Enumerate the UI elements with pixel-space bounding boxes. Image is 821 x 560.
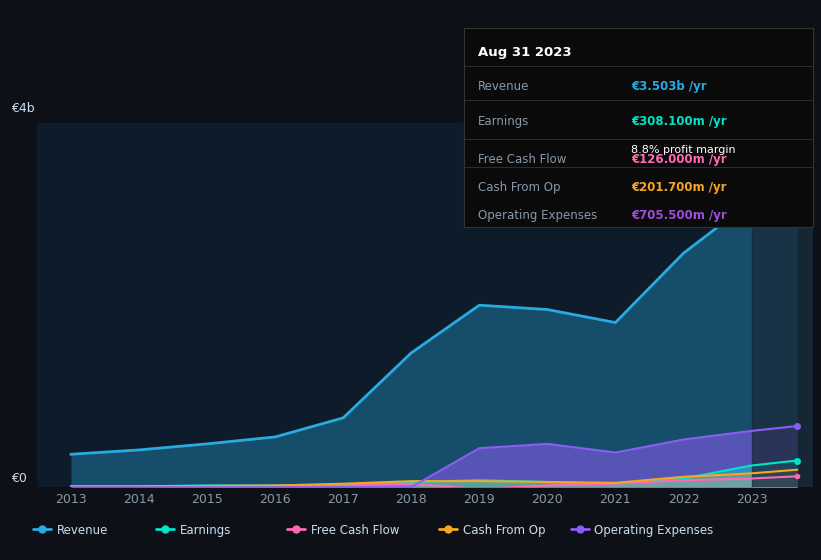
- Text: €201.700m /yr: €201.700m /yr: [631, 181, 727, 194]
- Text: Cash From Op: Cash From Op: [478, 181, 560, 194]
- Text: €4b: €4b: [11, 102, 34, 115]
- Text: Free Cash Flow: Free Cash Flow: [478, 153, 566, 166]
- Text: €3.503b /yr: €3.503b /yr: [631, 80, 707, 93]
- Text: Operating Expenses: Operating Expenses: [594, 524, 713, 538]
- Text: 8.8% profit margin: 8.8% profit margin: [631, 145, 736, 155]
- Text: Earnings: Earnings: [180, 524, 232, 538]
- Text: Aug 31 2023: Aug 31 2023: [478, 46, 571, 59]
- Text: €0: €0: [11, 472, 26, 486]
- Bar: [751, 123, 816, 487]
- Text: €126.000m /yr: €126.000m /yr: [631, 153, 727, 166]
- Text: €705.500m /yr: €705.500m /yr: [631, 209, 727, 222]
- Text: Free Cash Flow: Free Cash Flow: [311, 524, 400, 538]
- Text: Operating Expenses: Operating Expenses: [478, 209, 597, 222]
- Text: Cash From Op: Cash From Op: [463, 524, 545, 538]
- Text: Earnings: Earnings: [478, 115, 530, 128]
- Text: Revenue: Revenue: [57, 524, 108, 538]
- Text: €308.100m /yr: €308.100m /yr: [631, 115, 727, 128]
- Text: Revenue: Revenue: [478, 80, 530, 93]
